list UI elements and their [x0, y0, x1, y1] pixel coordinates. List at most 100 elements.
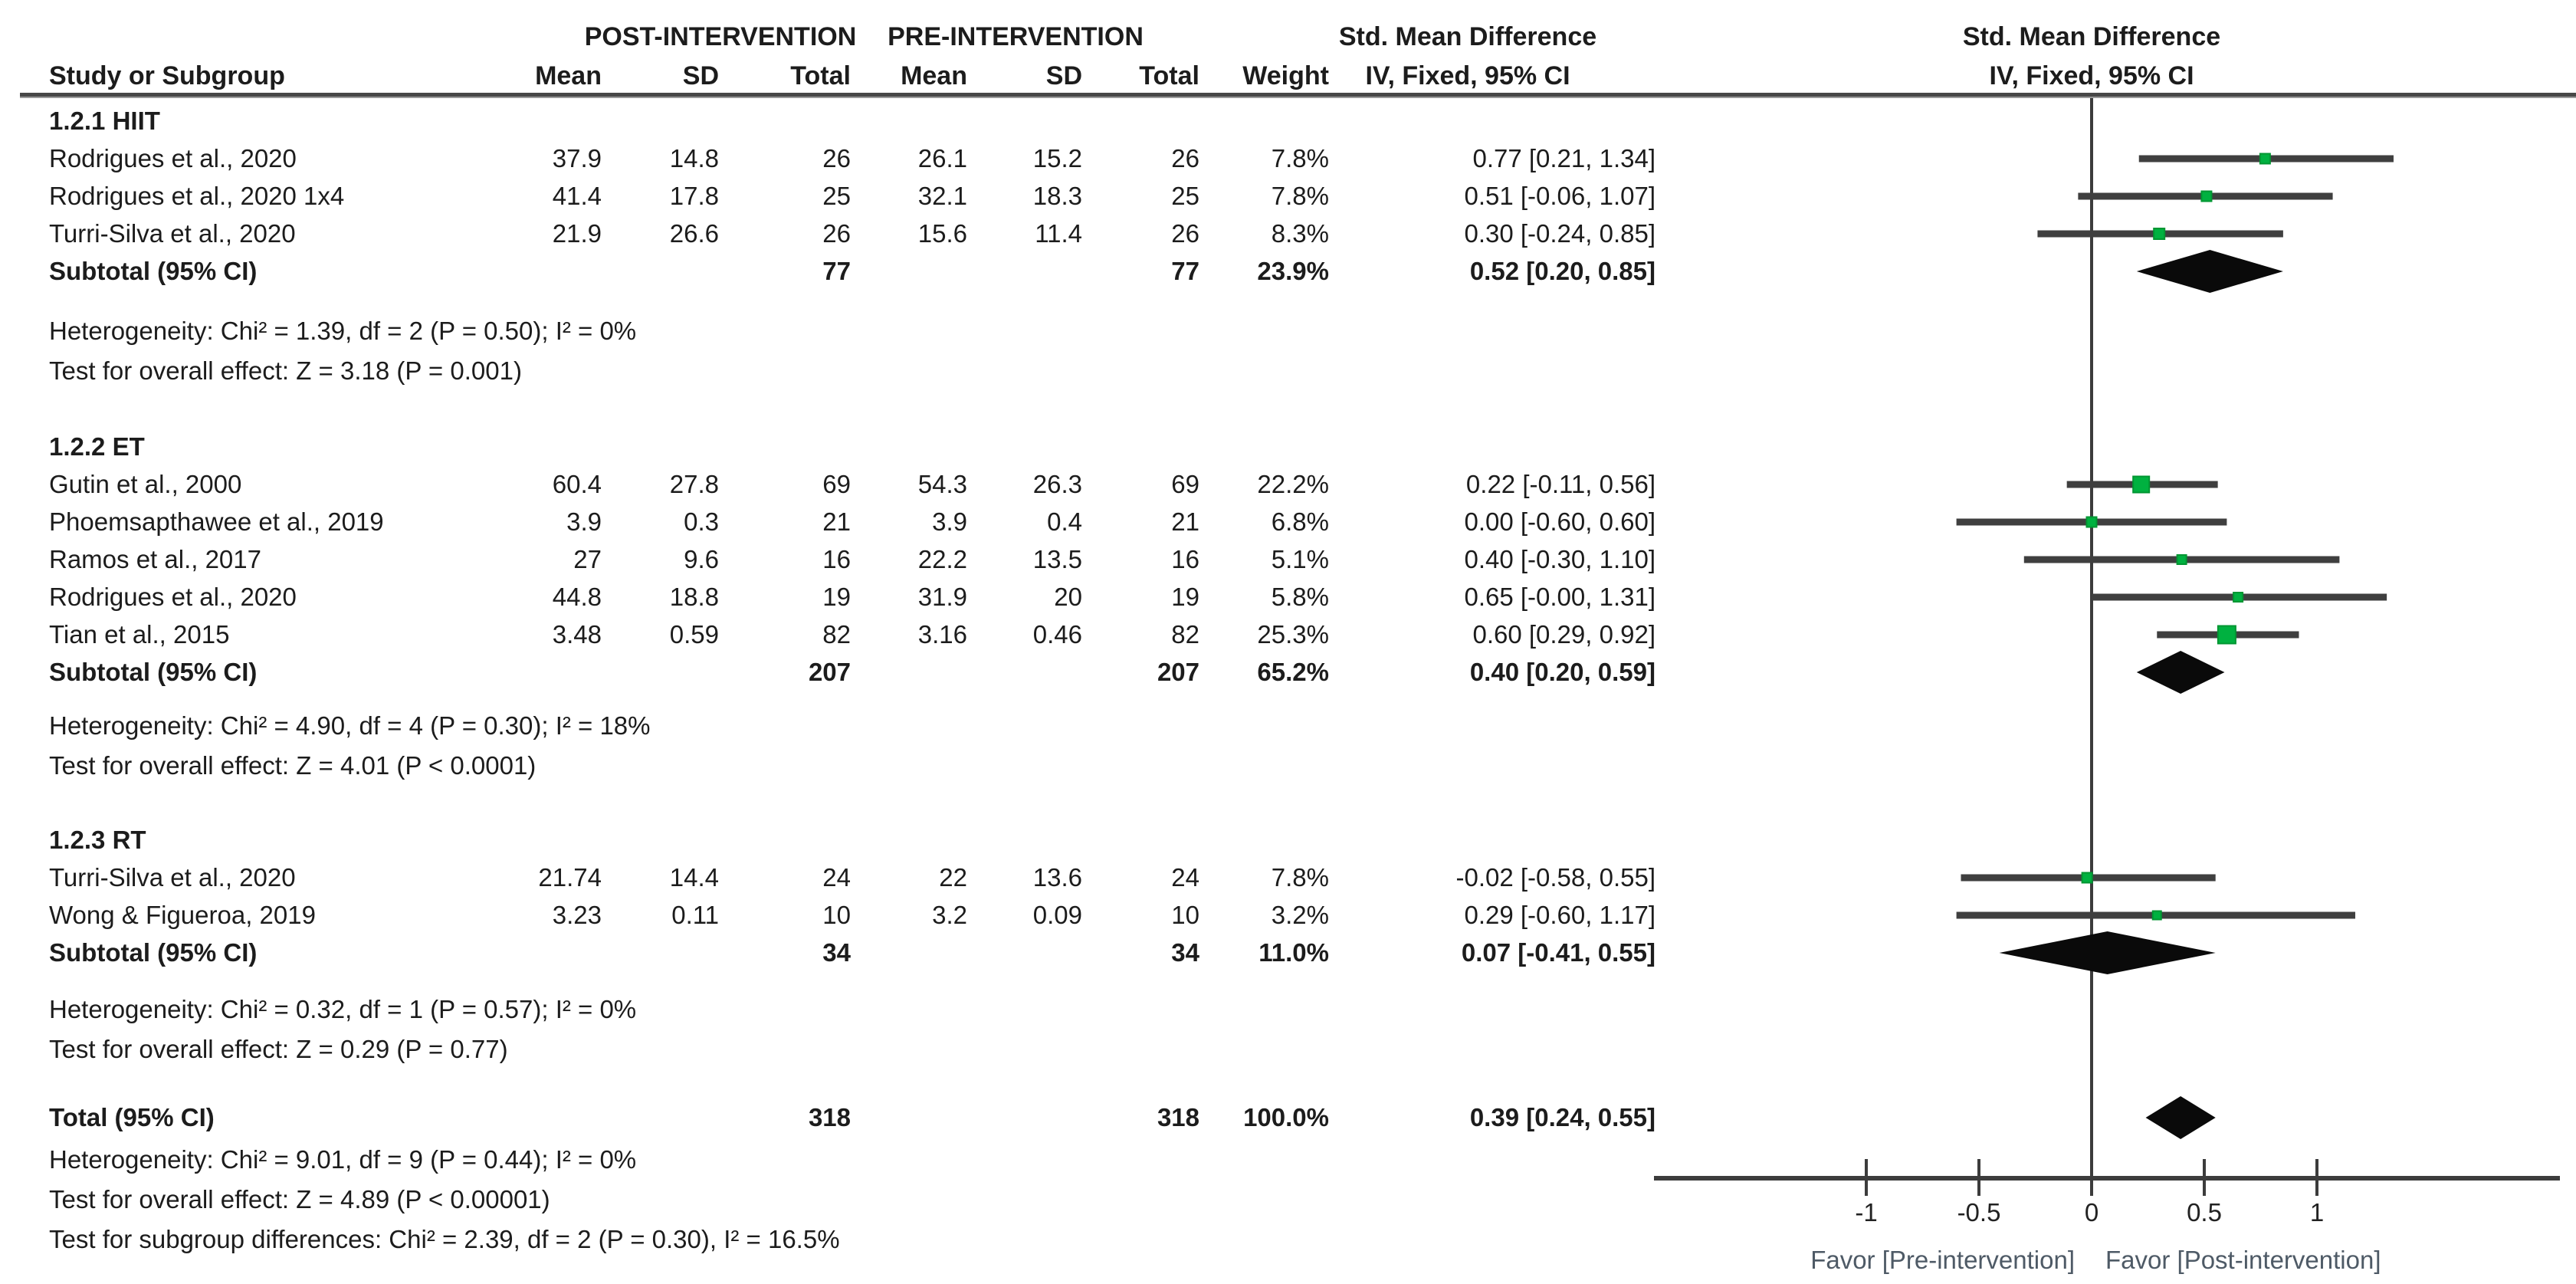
cell-post-mean: 3.48: [552, 620, 602, 649]
effect-point-marker: [2081, 872, 2093, 884]
cell-smd-ci: 0.29 [-0.60, 1.17]: [1464, 901, 1656, 929]
cell-pre-mean: 32.1: [917, 182, 967, 210]
cell-weight: 5.8%: [1271, 583, 1329, 611]
cell-post-sd: 14.4: [669, 863, 719, 892]
cell-pre-total: 77: [1171, 257, 1199, 285]
cell-smd-ci: 0.22 [-0.11, 0.56]: [1465, 470, 1656, 498]
cell-pre-sd: 15.2: [1032, 144, 1082, 172]
smd-plot-title: Std. Mean Difference: [1962, 22, 2221, 51]
summary-diamond: [2145, 1096, 2216, 1139]
cell-pre-sd: 26.3: [1032, 470, 1082, 498]
cell-post-mean: 3.9: [566, 507, 602, 536]
cell-smd-ci: 0.60 [0.29, 0.92]: [1472, 620, 1656, 649]
cell-post-total: 26: [822, 219, 851, 248]
heterogeneity-text: Heterogeneity: Chi² = 0.32, df = 1 (P = …: [49, 995, 637, 1023]
study-label: Turri-Silva et al., 2020: [49, 219, 296, 248]
cell-pre-total: 34: [1171, 938, 1199, 967]
study-label: Rodrigues et al., 2020: [49, 583, 297, 611]
x-axis-tick: [2203, 1159, 2206, 1196]
overall-effect-text: Test for overall effect: Z = 0.29 (P = 0…: [49, 1035, 508, 1063]
cell-post-sd: 9.6: [684, 545, 719, 573]
cell-post-mean: 44.8: [552, 583, 602, 611]
smd-plot-subtitle: IV, Fixed, 95% CI: [1989, 61, 2194, 90]
cell-smd-ci: 0.52 [0.20, 0.85]: [1469, 257, 1656, 285]
study-or-subgroup-header: Study or Subgroup: [49, 61, 285, 90]
favor-post-intervention-label: Favor [Post-intervention]: [2105, 1246, 2381, 1274]
summary-diamond: [2136, 250, 2283, 293]
cell-post-mean: 37.9: [552, 144, 602, 172]
cell-pre-total: 25: [1171, 182, 1199, 210]
subtotal-label: Subtotal (95% CI): [49, 658, 258, 686]
cell-smd-ci: 0.00 [-0.60, 0.60]: [1464, 507, 1656, 536]
cell-weight: 23.9%: [1257, 257, 1329, 285]
cell-smd-ci: 0.07 [-0.41, 0.55]: [1461, 938, 1656, 967]
cell-pre-total: 21: [1171, 507, 1199, 536]
cell-pre-sd: 13.6: [1032, 863, 1082, 892]
cell-pre-mean: 3.16: [917, 620, 967, 649]
cell-pre-mean: 3.2: [932, 901, 967, 929]
x-axis-tick-label: -1: [1855, 1198, 1878, 1227]
cell-post-total: 21: [822, 507, 851, 536]
total-overall-effect-text: Test for overall effect: Z = 4.89 (P < 0…: [49, 1185, 550, 1213]
cell-smd-ci: 0.40 [0.20, 0.59]: [1469, 658, 1656, 686]
effect-point-marker: [2085, 516, 2098, 528]
study-label: Phoemsapthawee et al., 2019: [49, 507, 384, 536]
cell-smd-ci: -0.02 [-0.58, 0.55]: [1455, 863, 1656, 892]
subgroup-differences-text: Test for subgroup differences: Chi² = 2.…: [49, 1225, 840, 1253]
cell-post-total: 207: [808, 658, 851, 686]
favor-pre-intervention-label: Favor [Pre-intervention]: [1810, 1246, 2075, 1274]
cell-pre-mean: 31.9: [917, 583, 967, 611]
cell-pre-total: 24: [1171, 863, 1199, 892]
cell-post-total: 34: [822, 938, 851, 967]
cell-pre-sd: 0.4: [1047, 507, 1082, 536]
study-label: Tian et al., 2015: [49, 620, 230, 649]
cell-weight: 22.2%: [1257, 470, 1329, 498]
x-axis-tick: [1977, 1159, 1980, 1196]
column-header-sd: SD: [682, 61, 719, 90]
cell-pre-total: 19: [1171, 583, 1199, 611]
column-header-mean: Mean: [901, 61, 967, 90]
x-axis-tick: [2315, 1159, 2318, 1196]
summary-diamond: [2136, 651, 2225, 694]
cell-pre-mean: 54.3: [917, 470, 967, 498]
cell-pre-total: 26: [1171, 219, 1199, 248]
subtotal-label: Total (95% CI): [49, 1103, 215, 1131]
cell-post-total: 318: [808, 1103, 851, 1131]
cell-pre-sd: 20: [1054, 583, 1082, 611]
overall-effect-text: Test for overall effect: Z = 3.18 (P = 0…: [49, 356, 522, 385]
cell-pre-sd: 13.5: [1032, 545, 1082, 573]
cell-post-sd: 0.3: [684, 507, 719, 536]
x-axis-tick: [1865, 1159, 1868, 1196]
cell-post-total: 10: [822, 901, 851, 929]
study-label: Gutin et al., 2000: [49, 470, 242, 498]
cell-smd-ci: 0.77 [0.21, 1.34]: [1472, 144, 1656, 172]
cell-smd-ci: 0.30 [-0.24, 0.85]: [1464, 219, 1656, 248]
effect-point-marker: [2132, 475, 2151, 494]
cell-post-total: 77: [822, 257, 851, 285]
pre-intervention-group-header: PRE-INTERVENTION: [888, 22, 1144, 51]
x-axis-line: [1654, 1176, 2560, 1181]
effect-point-marker: [2217, 625, 2236, 645]
study-label: Ramos et al., 2017: [49, 545, 261, 573]
overall-effect-text: Test for overall effect: Z = 4.01 (P < 0…: [49, 751, 537, 780]
cell-post-sd: 17.8: [669, 182, 719, 210]
header-separator-line: [20, 93, 2576, 98]
cell-weight: 7.8%: [1271, 144, 1329, 172]
smd-column-title: Std. Mean Difference: [1338, 22, 1597, 51]
effect-point-marker: [2233, 592, 2244, 603]
cell-pre-total: 318: [1157, 1103, 1199, 1131]
cell-weight: 5.1%: [1271, 545, 1329, 573]
subgroup-title: 1.2.1 HIIT: [49, 107, 160, 135]
cell-smd-ci: 0.40 [-0.30, 1.10]: [1464, 545, 1656, 573]
cell-pre-sd: 18.3: [1032, 182, 1082, 210]
cell-post-total: 69: [822, 470, 851, 498]
effect-point-marker: [2200, 190, 2213, 202]
subgroup-title: 1.2.2 ET: [49, 432, 145, 461]
study-label: Turri-Silva et al., 2020: [49, 863, 296, 892]
x-axis-tick-label: 1: [2309, 1198, 2325, 1227]
cell-weight: 25.3%: [1257, 620, 1329, 649]
cell-pre-sd: 11.4: [1035, 219, 1082, 248]
study-label: Rodrigues et al., 2020: [49, 144, 297, 172]
effect-point-marker: [2153, 228, 2166, 240]
